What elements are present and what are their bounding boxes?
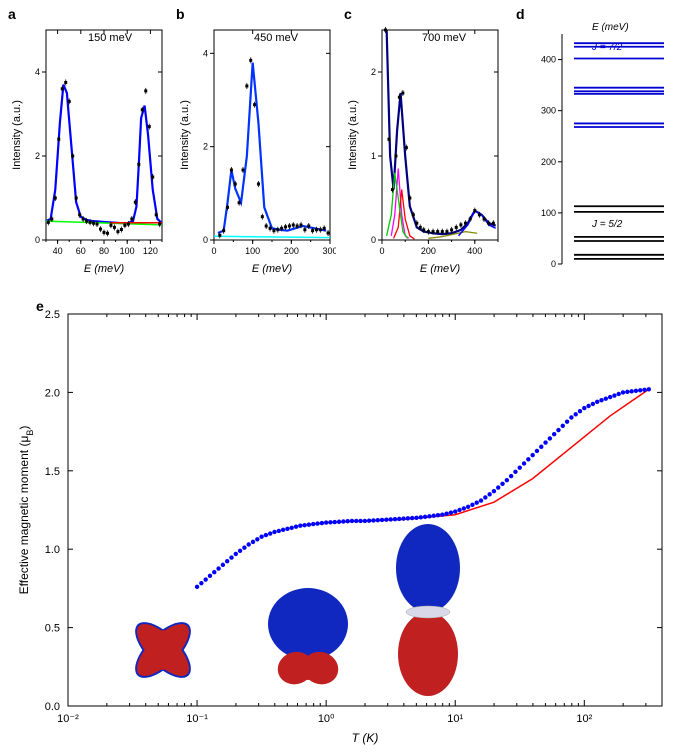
svg-text:0: 0 xyxy=(211,246,216,256)
svg-text:200: 200 xyxy=(541,157,556,167)
panel-a-label: a xyxy=(8,6,16,22)
svg-text:4: 4 xyxy=(35,67,40,77)
panel-c-label: c xyxy=(344,6,352,22)
panel-c-title: 700 meV xyxy=(422,32,466,44)
svg-text:E (meV): E (meV) xyxy=(420,263,461,275)
svg-text:0: 0 xyxy=(371,235,376,245)
svg-text:T (K): T (K) xyxy=(352,731,379,745)
level-diagram: 0 100 200 300 400 E (meV) J = 7/2 J = 5/2 xyxy=(516,22,676,282)
svg-text:1.5: 1.5 xyxy=(45,466,60,478)
panel-a-title: 150 meV xyxy=(88,32,132,44)
svg-text:100: 100 xyxy=(541,208,556,218)
svg-text:40: 40 xyxy=(53,246,63,256)
svg-text:2: 2 xyxy=(35,151,40,161)
panel-c: c 0 200 400 0 1 2 E (meV) Intensity (a.u.) 700 … xyxy=(344,6,504,286)
svg-text:4: 4 xyxy=(203,48,208,58)
chart-c: 0 200 400 0 1 2 E (meV) Intensity (a.u.) xyxy=(344,22,504,282)
svg-text:Intensity (a.u.): Intensity (a.u.) xyxy=(11,100,23,170)
svg-text:0: 0 xyxy=(35,235,40,245)
svg-text:300: 300 xyxy=(322,246,336,256)
panel-d-label: d xyxy=(516,6,525,22)
svg-text:10⁻²: 10⁻² xyxy=(57,713,79,725)
svg-text:100: 100 xyxy=(120,246,135,256)
svg-text:1: 1 xyxy=(371,151,376,161)
svg-text:10⁻¹: 10⁻¹ xyxy=(186,713,208,725)
svg-text:0.0: 0.0 xyxy=(45,701,60,713)
svg-text:10¹: 10¹ xyxy=(447,713,463,725)
svg-text:10²: 10² xyxy=(576,713,592,725)
svg-text:J = 5/2: J = 5/2 xyxy=(591,219,623,230)
svg-text:Effective magnetic moment (μB): Effective magnetic moment (μB) xyxy=(17,426,35,595)
panel-a: a 40 60 80 100 120 0 2 4 E (meV) Intensity (a.u.)… xyxy=(8,6,168,286)
svg-text:10⁰: 10⁰ xyxy=(318,713,335,725)
svg-text:100: 100 xyxy=(245,246,260,256)
svg-text:2.0: 2.0 xyxy=(45,387,60,399)
svg-text:J = 7/2: J = 7/2 xyxy=(591,42,623,53)
svg-text:0.5: 0.5 xyxy=(45,623,60,635)
svg-text:400: 400 xyxy=(541,55,556,65)
chart-a: 40 60 80 100 120 0 2 4 E (meV) Intensity (a.u.) xyxy=(8,22,168,282)
svg-text:60: 60 xyxy=(76,246,86,256)
svg-text:E (meV): E (meV) xyxy=(592,22,629,33)
chart-b: 0 100 200 300 0 2 4 E (meV) Intensity (a.u.) xyxy=(176,22,336,282)
svg-text:2: 2 xyxy=(203,142,208,152)
svg-text:2.5: 2.5 xyxy=(45,309,60,321)
svg-text:120: 120 xyxy=(143,246,158,256)
svg-text:0: 0 xyxy=(551,259,556,269)
chart-e: 0.0 0.5 1.0 1.5 2.0 2.5 10⁻² 10⁻¹ 10⁰ 10¹ 10² T (K)… xyxy=(8,300,676,750)
svg-text:0: 0 xyxy=(203,235,208,245)
svg-text:Intensity (a.u.): Intensity (a.u.) xyxy=(347,100,359,170)
svg-text:1.0: 1.0 xyxy=(45,544,60,556)
svg-text:Intensity (a.u.): Intensity (a.u.) xyxy=(179,100,191,170)
svg-text:80: 80 xyxy=(99,246,109,256)
panel-b-label: b xyxy=(176,6,185,22)
svg-text:E (meV): E (meV) xyxy=(84,263,125,275)
svg-text:0: 0 xyxy=(379,246,384,256)
panel-b: b 0 100 200 300 0 2 4 E (meV) Intensity (a.u.) 4… xyxy=(176,6,336,286)
panel-e: e 0.00.51.01.52.02.510⁻²10⁻¹10⁰10¹10²T (… xyxy=(8,300,676,750)
svg-text:2: 2 xyxy=(371,67,376,77)
svg-text:300: 300 xyxy=(541,106,556,116)
svg-text:E (meV): E (meV) xyxy=(252,263,293,275)
panel-b-title: 450 meV xyxy=(254,32,298,44)
svg-text:200: 200 xyxy=(421,246,436,256)
svg-text:400: 400 xyxy=(467,246,482,256)
panel-d: d 0 100 200 300 400 E (meV) J = 7/2 J = 5/2 xyxy=(516,6,676,286)
svg-text:200: 200 xyxy=(284,246,299,256)
